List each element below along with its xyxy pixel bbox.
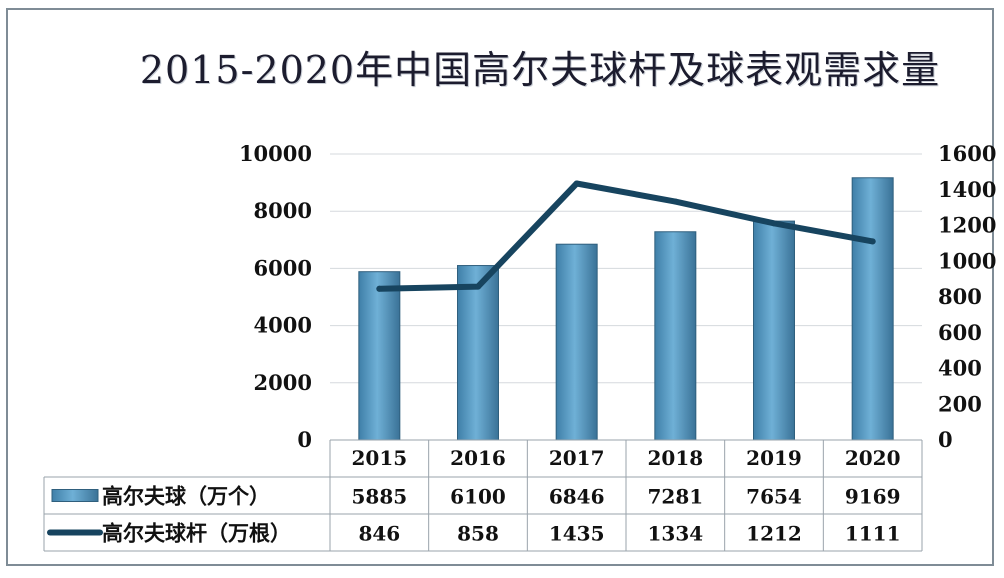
y-left-tick-label: 2000 <box>254 370 312 395</box>
bar <box>555 243 598 441</box>
table-cell-value: 7281 <box>647 485 703 509</box>
bar <box>851 177 894 441</box>
y-left-tick-label: 4000 <box>254 313 312 338</box>
y-right-tick-label: 200 <box>938 391 982 416</box>
x-category-label: 2018 <box>647 446 703 470</box>
y-right-tick-label: 1400 <box>938 177 996 202</box>
y-right-tick-label: 1200 <box>938 213 996 238</box>
y-left-tick-label: 6000 <box>254 255 312 280</box>
table-cell-value: 1212 <box>746 522 802 546</box>
x-category-label: 2015 <box>351 446 407 470</box>
y-left-tick-label: 0 <box>297 427 312 452</box>
table-cell-value: 6100 <box>450 485 506 509</box>
x-category-label: 2016 <box>450 446 506 470</box>
y-left-tick-label: 8000 <box>254 198 312 223</box>
x-category-label: 2019 <box>746 446 802 470</box>
table-cell-value: 1435 <box>549 522 605 546</box>
table-cell-value: 1111 <box>845 522 901 546</box>
x-category-label: 2020 <box>845 446 901 470</box>
x-category-label: 2017 <box>549 446 605 470</box>
y-right-tick-label: 1000 <box>938 248 996 273</box>
table-cell-value: 6846 <box>549 485 605 509</box>
line-point <box>376 285 383 292</box>
y-right-tick-label: 1600 <box>938 141 996 166</box>
y-right-tick-label: 0 <box>938 427 953 452</box>
table-cell-value: 858 <box>457 522 499 546</box>
line-point <box>573 180 580 187</box>
line-series <box>376 180 876 292</box>
table-cell-value: 846 <box>358 522 400 546</box>
table-cell-value: 1334 <box>647 522 703 546</box>
table-cell-value: 7654 <box>746 485 802 509</box>
y-right-tick-label: 800 <box>938 284 982 309</box>
y-left-tick-label: 10000 <box>239 141 312 166</box>
y-right-tick-label: 600 <box>938 320 982 345</box>
line-point <box>771 220 777 227</box>
bar <box>358 271 401 441</box>
table-cell-value: 5885 <box>351 485 407 509</box>
line-point <box>475 283 481 290</box>
bar <box>654 231 697 441</box>
table-cell-value: 9169 <box>845 485 901 509</box>
legend-label: 高尔夫球杆（万根） <box>102 522 291 546</box>
line-point <box>869 238 876 245</box>
chart-frame <box>6 8 994 566</box>
legend-swatch-bar <box>51 489 99 502</box>
bar <box>753 220 795 441</box>
line-point <box>672 198 679 205</box>
bar <box>457 265 499 441</box>
legend-label: 高尔夫球（万个） <box>102 485 270 509</box>
y-right-tick-label: 400 <box>938 356 982 381</box>
chart-title: 2015-2020年中国高尔夫球杆及球表观需求量 <box>139 48 941 92</box>
